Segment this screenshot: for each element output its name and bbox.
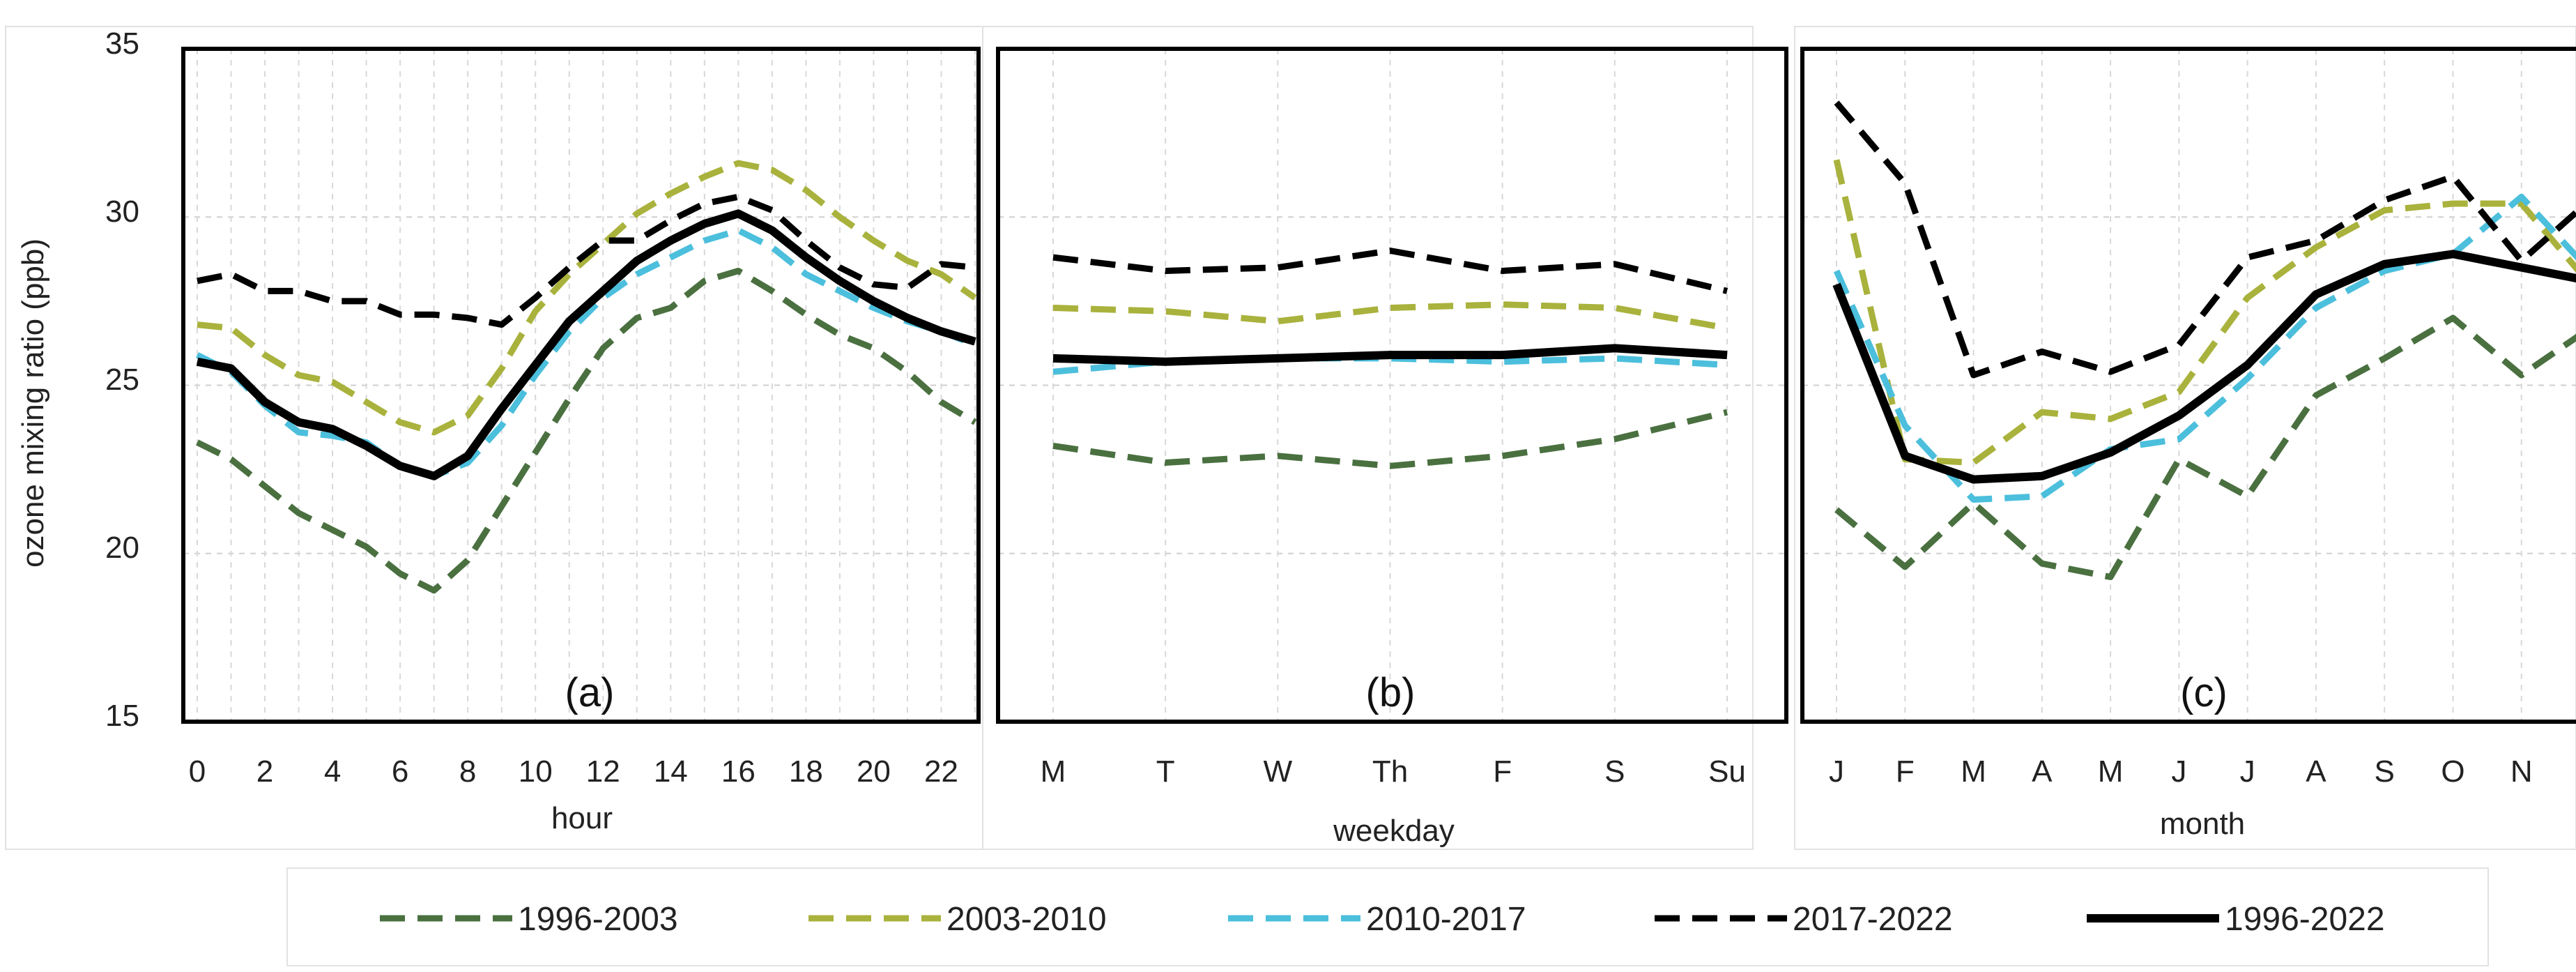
legend: 1996-2003 2003-2010 2010-2017 2017-2022 1996… xyxy=(286,867,2489,966)
x-tick-label: T xyxy=(1156,754,1175,789)
x-tick-label: J xyxy=(1829,754,1844,789)
x-tick-label: 12 xyxy=(586,754,620,789)
panel-b-frame xyxy=(996,47,1788,724)
x-tick-label: 14 xyxy=(654,754,688,789)
legend-label-1996-2022: 1996-2022 xyxy=(2225,901,2385,938)
series-line-1996-2003 xyxy=(1052,409,1728,469)
series-line-2017-2022 xyxy=(1834,100,2576,379)
x-tick-label: M xyxy=(1041,754,1066,789)
legend-items: 1996-2003 2003-2010 2010-2017 2017-2022 1996… xyxy=(380,901,2385,938)
x-tick-label: F xyxy=(1896,754,1915,789)
x-tick-label: O xyxy=(2441,754,2464,789)
panel-c-frame xyxy=(1800,47,2576,724)
x-tick-label: M xyxy=(2098,754,2124,789)
x-tick-label: 2 xyxy=(256,754,273,789)
x-tick-label: M xyxy=(1961,754,1986,789)
y-axis-title: ozone mixing ratio (ppb) xyxy=(16,238,50,568)
x-tick-label: 20 xyxy=(857,754,891,789)
panel-c-plot xyxy=(1832,100,2576,580)
series-line-2010-2017 xyxy=(195,227,976,480)
x-tick-label: A xyxy=(2306,754,2326,789)
series-line-1996-2003 xyxy=(195,268,977,594)
x-tick-label: W xyxy=(1264,754,1293,789)
x-tick-label: Su xyxy=(1708,754,1746,789)
x-tick-label: 10 xyxy=(519,754,553,789)
series-line-1996-2003 xyxy=(1834,314,2576,580)
y-tick-label: 25 xyxy=(105,363,139,397)
x-tick-label: J xyxy=(2171,754,2186,789)
x-tick-label: J xyxy=(2240,754,2255,789)
x-tick-label: 22 xyxy=(924,754,958,789)
y-tick-labels: 15 20 25 30 35 xyxy=(105,26,139,733)
x-tick-label: Th xyxy=(1372,754,1408,789)
x-tick-label: A xyxy=(2032,754,2053,789)
panel-b-plot xyxy=(1052,248,1728,469)
legend-label-2017-2022: 2017-2022 xyxy=(1793,901,1953,938)
x-tick-label: 4 xyxy=(324,754,341,789)
series-line-1996-2022 xyxy=(1052,344,1728,366)
x-tick-label: 16 xyxy=(721,754,756,789)
panel-a-plot xyxy=(195,160,977,594)
x-tick-label: 8 xyxy=(459,754,476,789)
panel-c-x-axis-title: month xyxy=(2160,807,2245,841)
series-line-2010-2017 xyxy=(1833,193,2576,503)
series-line-2017-2022 xyxy=(1052,248,1728,294)
series-line-2003-2010 xyxy=(197,160,977,436)
panel-b-x-axis-title: weekday xyxy=(1333,814,1455,848)
panel-a-x-ticks: 0 2 4 6 8 10 12 14 16 18 20 22 xyxy=(189,754,958,789)
panel-b-x-ticks: M T W Th F S Su xyxy=(1041,754,1746,789)
panel-a-frame xyxy=(181,47,981,724)
panel-b: (b) M T W Th F S Su weekday xyxy=(996,47,1788,848)
y-tick-label: 20 xyxy=(105,531,139,565)
panel-c-background xyxy=(1794,26,2576,850)
panel-a-label: (a) xyxy=(565,670,615,715)
series-line-2017-2022 xyxy=(197,193,976,328)
x-tick-label: 6 xyxy=(392,754,408,789)
legend-label-2003-2010: 2003-2010 xyxy=(946,901,1107,938)
panel-a-background xyxy=(5,26,1020,850)
x-tick-label: S xyxy=(2375,754,2395,789)
x-tick-label: F xyxy=(1493,754,1512,789)
panel-b-grid xyxy=(998,49,1786,722)
x-tick-label: 0 xyxy=(189,754,206,789)
legend-label-1996-2003: 1996-2003 xyxy=(518,901,678,938)
series-line-1996-2022 xyxy=(196,209,976,480)
panel-a-x-axis-title: hour xyxy=(551,801,613,835)
panel-a: (a) 0 2 4 6 8 10 12 14 16 18 20 22 hour xyxy=(181,47,981,835)
panel-c: (c) J F M A M J J A S O N month xyxy=(1800,47,2576,841)
x-tick-label: S xyxy=(1604,754,1625,789)
y-tick-label: 35 xyxy=(105,26,139,61)
panel-c-label: (c) xyxy=(2180,670,2228,715)
y-tick-label: 15 xyxy=(105,699,139,733)
panel-b-background xyxy=(982,26,1754,850)
x-tick-label: N xyxy=(2510,754,2533,789)
series-line-2003-2010 xyxy=(1833,159,2576,466)
panel-a-grid xyxy=(183,49,979,722)
y-tick-label: 30 xyxy=(105,195,139,229)
x-tick-label: 18 xyxy=(789,754,823,789)
series-line-1996-2022 xyxy=(1832,250,2576,484)
panel-b-label: (b) xyxy=(1366,670,1416,715)
panel-c-grid xyxy=(1802,49,2576,722)
legend-label-2010-2017: 2010-2017 xyxy=(1366,901,1526,938)
